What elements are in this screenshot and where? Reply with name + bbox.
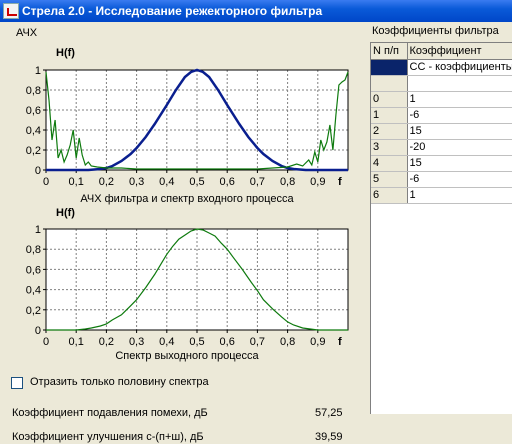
app-icon[interactable] [3,3,19,19]
left-section-label: АЧХ [16,27,38,39]
cell-coefficient-type[interactable]: СС - коэффициенты [407,59,512,76]
col-header-coefficient[interactable]: Коэффициент [407,43,512,60]
x-tick-label: 0,5 [189,176,204,188]
x-tick-label: 0,1 [69,336,84,348]
y-tick-label: 0,6 [26,105,41,117]
table-row[interactable]: 4 15 [371,155,512,172]
x-tick-label: 0,6 [220,336,235,348]
x-axis-title: f [338,176,342,188]
cell-index: 0 [371,91,408,108]
table-row-selected[interactable]: СС - коэффициенты [371,59,512,76]
x-tick-label: 0,2 [99,176,114,188]
cell-coefficient[interactable]: -6 [407,107,512,124]
chart-caption: Спектр выходного процесса [115,350,259,362]
y-tick-label: 0 [35,325,41,337]
chart-caption: АЧХ фильтра и спектр входного процесса [80,193,294,205]
table-row[interactable]: 1 -6 [371,107,512,124]
metric-value-suppression: 57,25 [315,407,343,419]
y-tick-label: 1 [35,65,41,77]
half-spectrum-label[interactable]: Отразить только половину спектра [30,376,209,388]
x-tick-label: 0,4 [159,176,174,188]
y-tick-label: 0,2 [26,145,41,157]
cell-index-empty [371,75,408,92]
y-tick-label: 0,2 [26,305,41,317]
title-bar: Стрела 2.0 - Исследование режекторного ф… [0,0,512,22]
y-tick-label: 0 [35,165,41,177]
cell-index: 2 [371,123,408,140]
x-tick-label: 0,1 [69,176,84,188]
cell-index: 5 [371,171,408,188]
x-tick-label: 0,3 [129,336,144,348]
table-header-row: N п/п Коэффициент [371,43,512,60]
cell-index: 4 [371,155,408,172]
right-section-label: Коэффициенты фильтра [372,25,499,37]
y-tick-label: 0,8 [26,85,41,97]
cell-coefficient[interactable]: 1 [407,187,512,204]
cell-index: 1 [371,107,408,124]
grid-lines [46,69,349,170]
table-row-empty[interactable] [371,75,512,92]
cell-index: 3 [371,139,408,156]
table-row[interactable]: 3 -20 [371,139,512,156]
x-tick-label: 0,7 [250,336,265,348]
cell-coefficient[interactable]: -6 [407,171,512,188]
series-line-0 [46,228,348,331]
cell-coefficient[interactable]: 15 [407,123,512,140]
input-spectrum-chart: 0 0,2 0,4 0,6 0,8 1 0 0,1 0,2 0,3 0,4 0,5 0,6 0,7 0,8 0… [26,47,349,205]
series-line-1 [45,71,349,170]
x-axis-title: f [338,336,342,348]
row-indicator [371,59,408,76]
x-tick-label: 0 [43,336,49,348]
col-header-index[interactable]: N п/п [371,43,408,60]
x-tick-label: 0,8 [280,336,295,348]
x-tick-label: 0 [43,176,49,188]
y-tick-label: 0,8 [26,244,41,256]
y-tick-label: 0,6 [26,264,41,276]
x-tick-label: 0,2 [99,336,114,348]
x-tick-label: 0,9 [310,176,325,188]
y-tick-label: 1 [35,224,41,236]
x-tick-label: 0,3 [129,176,144,188]
half-spectrum-checkbox[interactable] [11,377,23,389]
x-tick-label: 0,8 [280,176,295,188]
cell-coefficient-empty[interactable] [407,75,512,92]
table-row[interactable]: 5 -6 [371,171,512,188]
x-tick-label: 0,9 [310,336,325,348]
x-tick-label: 0,7 [250,176,265,188]
cell-index: 6 [371,187,408,204]
cell-coefficient[interactable]: -20 [407,139,512,156]
metric-label-suppression: Коэффициент подавления помехи, дБ [12,407,208,419]
metric-value-improvement: 39,59 [315,431,343,443]
y-axis-title: H(f) [56,47,75,59]
y-tick-label: 0,4 [26,285,41,297]
output-spectrum-chart: 0 0,2 0,4 0,6 0,8 1 0 0,1 0,2 0,3 0,4 0,5 0,6 0,7 0,8 0… [26,207,349,362]
x-tick-label: 0,5 [189,336,204,348]
x-tick-label: 0,4 [159,336,174,348]
window-title: Стрела 2.0 - Исследование режекторного ф… [22,4,323,18]
table-row[interactable]: 2 15 [371,123,512,140]
cell-coefficient[interactable]: 1 [407,91,512,108]
y-tick-label: 0,4 [26,125,41,137]
y-axis-title: H(f) [56,207,75,219]
metric-label-improvement: Коэффициент улучшения с-(п+ш), дБ [12,431,204,443]
x-tick-label: 0,6 [220,176,235,188]
cell-coefficient[interactable]: 15 [407,155,512,172]
